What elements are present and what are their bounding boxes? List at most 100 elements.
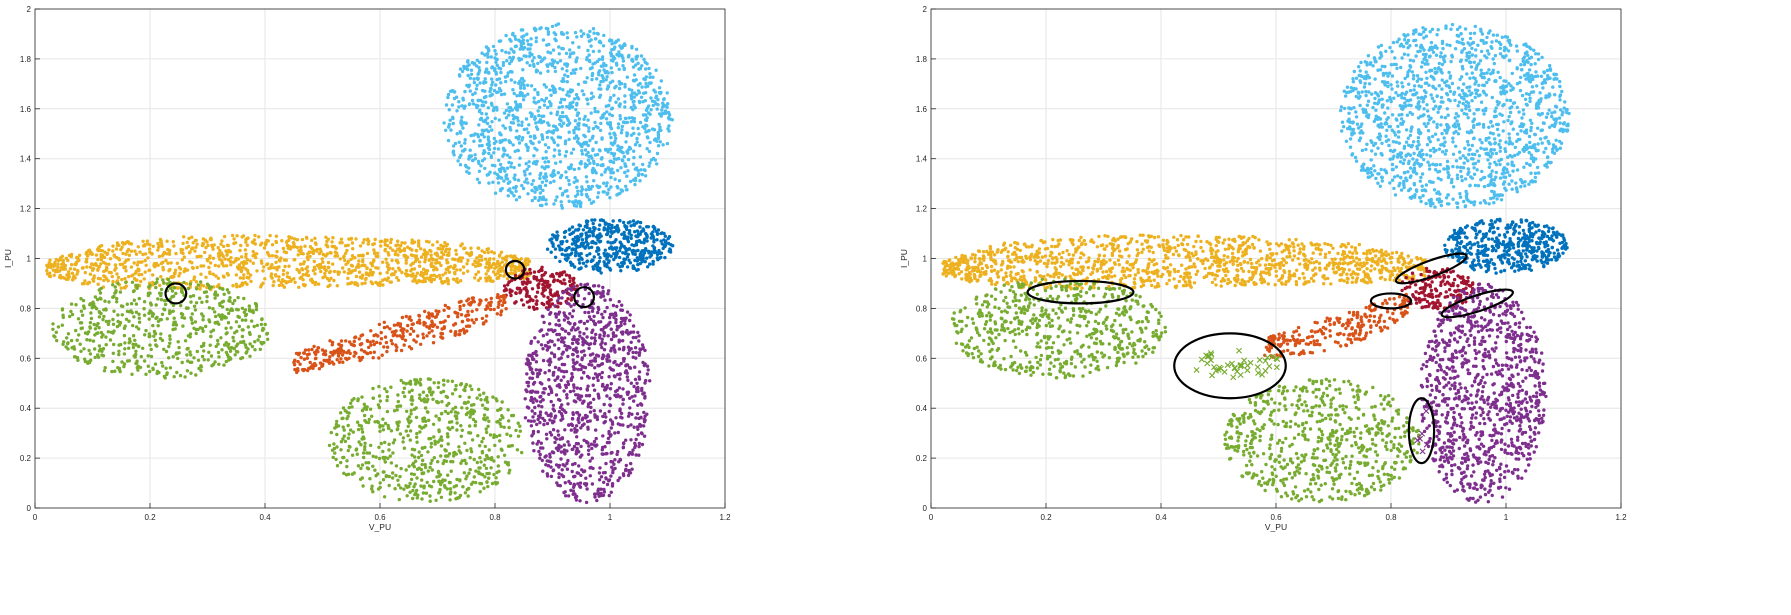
data-point [639,155,642,158]
data-point [435,268,438,271]
data-point [341,437,344,440]
data-point [297,286,300,289]
data-point [485,112,488,115]
data-point [654,69,657,72]
data-point [623,94,626,97]
data-point [361,409,364,412]
data-point [405,261,408,264]
data-point [546,296,549,299]
data-point [303,352,306,355]
data-point [592,160,595,163]
data-point [619,117,622,120]
data-point [152,368,155,371]
data-point [536,93,539,96]
data-point [570,72,573,75]
data-point [648,262,651,265]
data-point [468,415,471,418]
data-point [487,301,490,304]
data-point [608,113,611,116]
data-point [630,134,633,137]
data-point [381,424,384,427]
data-point [61,255,64,258]
data-point [587,35,590,38]
data-point [444,410,447,413]
data-point [182,281,185,284]
data-point [516,103,519,106]
data-point [93,305,96,308]
data-point [337,343,340,346]
data-point [62,259,65,262]
data-point [124,324,127,327]
data-point [479,99,482,102]
data-point [177,340,180,343]
data-point [533,186,536,189]
data-point [354,335,357,338]
data-point [652,225,655,228]
data-point [537,270,540,273]
data-point [431,468,434,471]
data-point [576,190,579,193]
data-point [197,283,200,286]
data-point [447,139,450,142]
data-point [443,479,446,482]
data-point [319,361,322,364]
data-point [642,229,645,232]
data-point [440,400,443,403]
data-point [507,281,510,284]
data-point [415,489,418,492]
data-point [491,164,494,167]
data-point [560,80,563,83]
data-point [614,137,617,140]
data-point [431,243,434,246]
data-point [359,478,362,481]
data-point [383,495,386,498]
data-point [286,271,289,274]
data-point [116,320,119,323]
data-point [588,40,591,43]
data-point [490,128,493,131]
data-point [424,322,427,325]
data-point [637,132,640,135]
data-point [384,335,387,338]
data-point [429,462,432,465]
data-point [431,321,434,324]
data-point [347,437,350,440]
data-point [317,346,320,349]
data-point [202,349,205,352]
data-point [363,414,366,417]
data-point [446,432,449,435]
data-point [330,431,333,434]
data-point [431,398,434,401]
data-point [383,249,386,252]
data-point [467,494,470,497]
data-point [470,388,473,391]
data-point [613,132,616,135]
data-point [607,104,610,107]
data-point [546,70,549,73]
data-point [459,130,462,133]
data-point [184,339,187,342]
data-point [585,56,588,59]
data-point [414,460,417,463]
data-point [114,285,117,288]
data-point [469,447,472,450]
data-point [116,325,119,328]
data-point [216,293,219,296]
data-point [431,391,434,394]
data-point [587,159,590,162]
data-point [591,232,594,235]
data-point [447,125,450,128]
data-point [238,325,241,328]
data-point [164,367,167,370]
data-point [610,168,613,171]
data-point [180,290,183,293]
data-point [507,189,510,192]
data-point [353,282,356,285]
data-point [80,321,83,324]
data-point [234,241,237,244]
data-point [426,398,429,401]
data-point [535,302,538,305]
data-point [512,121,515,124]
data-point [458,479,461,482]
data-point [137,365,140,368]
